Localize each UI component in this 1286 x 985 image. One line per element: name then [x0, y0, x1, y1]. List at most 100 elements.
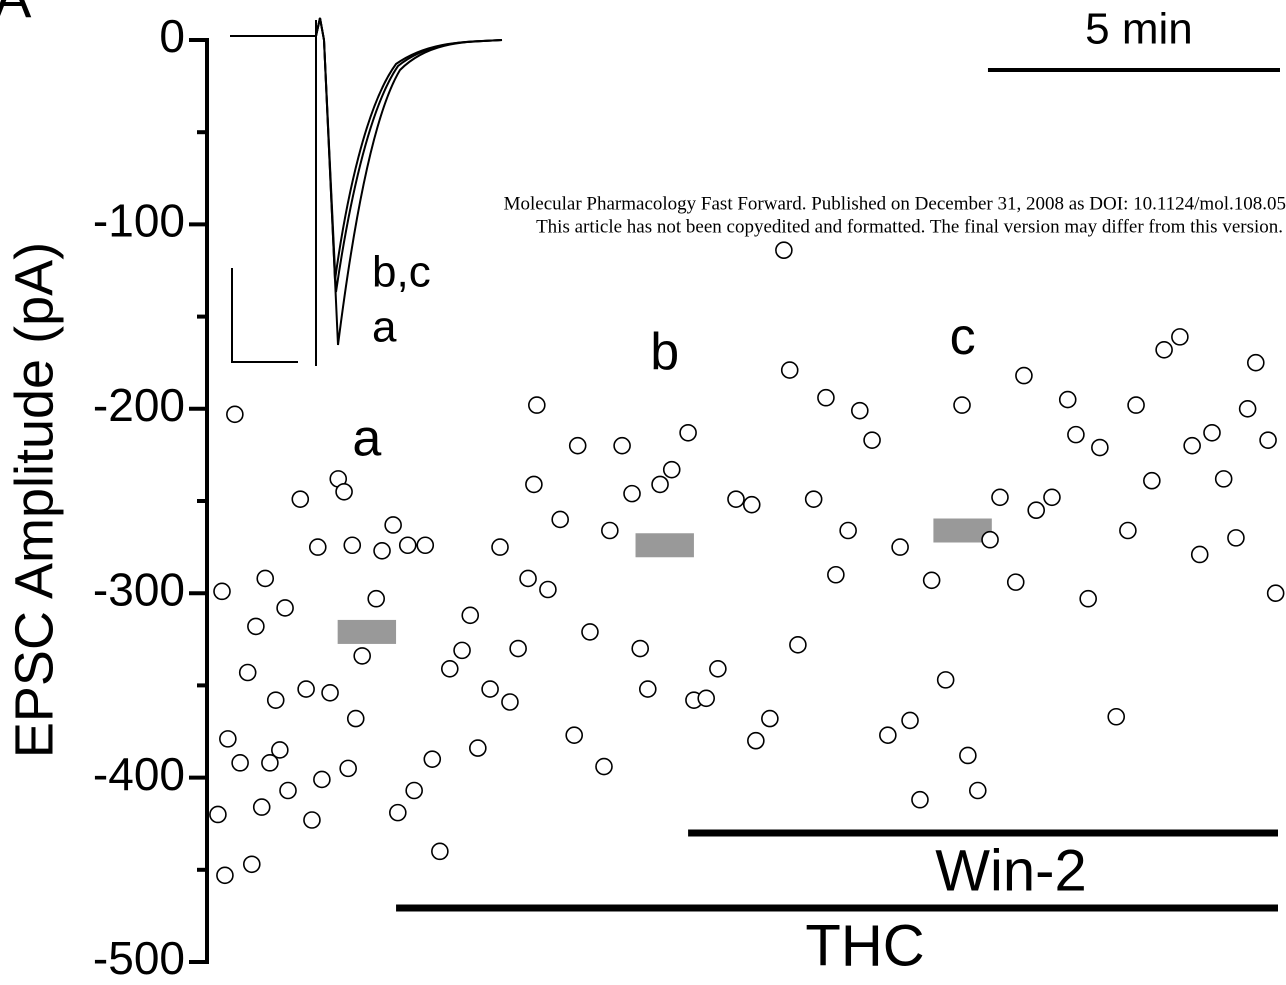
data-point: [1171, 328, 1189, 346]
data-point: [321, 683, 339, 702]
data-point: [1155, 340, 1173, 359]
data-point: [959, 746, 977, 765]
data-point: [373, 541, 391, 560]
data-point: [469, 739, 487, 757]
data-point: [827, 565, 845, 584]
data-point: [568, 436, 587, 455]
average-label: c: [950, 308, 976, 366]
data-point: [509, 639, 527, 658]
data-point: [1214, 470, 1233, 488]
data-point: [1058, 390, 1077, 409]
data-point: [891, 538, 909, 556]
average-bar: [635, 533, 694, 558]
data-point: [991, 488, 1009, 507]
data-point: [581, 623, 599, 641]
data-point: [727, 490, 745, 508]
y-tick-label: -400: [93, 748, 185, 800]
data-point: [922, 571, 941, 590]
inset-label: a: [372, 303, 397, 352]
inset-label: b,c: [372, 248, 431, 297]
data-point: [863, 431, 881, 449]
data-point: [697, 689, 715, 708]
data-point: [519, 569, 537, 588]
data-point: [440, 660, 459, 678]
data-point: [226, 405, 244, 424]
data-point: [261, 754, 279, 772]
data-point: [431, 842, 449, 861]
data-point: [1190, 545, 1209, 564]
data-point: [1266, 584, 1285, 603]
data-point: [638, 680, 657, 698]
data-point: [1203, 423, 1221, 442]
data-point: [936, 671, 955, 689]
data-point: [453, 641, 471, 660]
y-tick-label: -200: [93, 379, 185, 431]
data-point: [384, 516, 402, 534]
data-point: [679, 423, 697, 442]
data-point: [1043, 488, 1061, 507]
data-point: [1238, 399, 1257, 418]
scale-bar-label: 5 min: [1085, 5, 1193, 54]
data-point: [613, 436, 631, 455]
data-point: [968, 781, 987, 800]
data-point: [501, 693, 519, 711]
data-point: [761, 709, 779, 728]
data-point: [1067, 425, 1085, 444]
data-point: [1091, 438, 1109, 457]
data-point: [953, 396, 971, 414]
y-tick-label: -100: [93, 195, 185, 247]
data-point: [242, 855, 261, 874]
data-point: [279, 781, 297, 800]
panel-label: A: [0, 0, 32, 29]
data-point: [1143, 471, 1161, 490]
data-point: [747, 731, 765, 750]
y-tick-label: 0: [159, 10, 185, 62]
data-point: [481, 680, 499, 698]
data-point: [231, 754, 249, 772]
data-point: [1006, 573, 1025, 591]
data-point: [911, 790, 929, 809]
data-point: [1107, 707, 1126, 726]
data-point: [491, 538, 509, 556]
data-point: [238, 663, 257, 682]
data-point: [346, 709, 365, 728]
data-point: [271, 741, 289, 759]
data-point: [839, 521, 857, 540]
data-point: [525, 475, 543, 494]
data-point: [297, 680, 315, 698]
data-point: [219, 730, 237, 748]
data-point: [213, 582, 231, 601]
data-point: [623, 484, 641, 503]
data-point: [804, 490, 823, 508]
data-point: [423, 750, 442, 768]
data-point: [1015, 366, 1033, 385]
data-point: [313, 770, 331, 789]
data-point: [901, 711, 919, 730]
data-point: [1247, 353, 1265, 372]
data-point: [789, 636, 807, 654]
data-point: [252, 798, 271, 816]
data-point: [339, 759, 357, 778]
data-point: [353, 647, 371, 665]
average-label: a: [352, 410, 381, 468]
data-point: [303, 811, 321, 829]
data-point: [651, 475, 669, 494]
data-point: [216, 866, 234, 885]
data-point: [742, 495, 761, 514]
data-point: [276, 599, 294, 617]
data-point: [539, 580, 557, 599]
watermark: Molecular Pharmacology Fast Forward. Pub…: [504, 193, 1286, 214]
data-point: [981, 530, 999, 549]
watermark: This article has not been copyedited and…: [536, 216, 1283, 237]
data-point: [405, 781, 423, 800]
data-point: [601, 521, 619, 540]
average-bar: [337, 619, 397, 644]
data-point: [266, 691, 285, 709]
data-point: [879, 726, 897, 744]
data-point: [291, 490, 310, 508]
data-point: [709, 660, 727, 678]
data-point: [209, 805, 227, 824]
data-point: [1227, 529, 1245, 547]
data-point: [551, 510, 569, 529]
